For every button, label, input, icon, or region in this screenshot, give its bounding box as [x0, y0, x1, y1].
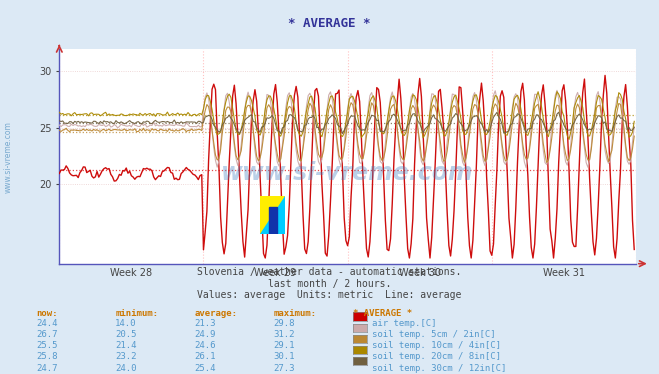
Text: 26.1: 26.1: [194, 352, 216, 361]
Text: last month / 2 hours.: last month / 2 hours.: [268, 279, 391, 289]
Text: 25.5: 25.5: [36, 341, 58, 350]
Text: 21.4: 21.4: [115, 341, 137, 350]
Text: www.si-vreme.com: www.si-vreme.com: [3, 121, 13, 193]
Text: 25.8: 25.8: [36, 352, 58, 361]
Text: Values: average  Units: metric  Line: average: Values: average Units: metric Line: aver…: [197, 290, 462, 300]
Text: 23.2: 23.2: [115, 352, 137, 361]
Text: soil temp. 10cm / 4in[C]: soil temp. 10cm / 4in[C]: [372, 341, 501, 350]
Text: now:: now:: [36, 309, 58, 318]
Text: maximum:: maximum:: [273, 309, 316, 318]
Text: 20.5: 20.5: [115, 330, 137, 339]
Text: 30.1: 30.1: [273, 352, 295, 361]
Text: 21.3: 21.3: [194, 319, 216, 328]
Text: 29.8: 29.8: [273, 319, 295, 328]
Text: www.si-vreme.com: www.si-vreme.com: [221, 161, 474, 186]
Text: 24.7: 24.7: [36, 364, 58, 373]
Text: soil temp. 5cm / 2in[C]: soil temp. 5cm / 2in[C]: [372, 330, 496, 339]
Text: 24.0: 24.0: [115, 364, 137, 373]
Text: average:: average:: [194, 309, 237, 318]
Text: * AVERAGE *: * AVERAGE *: [353, 309, 412, 318]
Polygon shape: [260, 196, 285, 234]
Polygon shape: [260, 196, 285, 234]
Text: soil temp. 30cm / 12in[C]: soil temp. 30cm / 12in[C]: [372, 364, 507, 373]
Text: 26.7: 26.7: [36, 330, 58, 339]
Text: 27.3: 27.3: [273, 364, 295, 373]
Text: * AVERAGE *: * AVERAGE *: [288, 17, 371, 30]
Text: air temp.[C]: air temp.[C]: [372, 319, 437, 328]
Text: 14.0: 14.0: [115, 319, 137, 328]
Text: 24.6: 24.6: [194, 341, 216, 350]
Text: soil temp. 20cm / 8in[C]: soil temp. 20cm / 8in[C]: [372, 352, 501, 361]
Text: 31.2: 31.2: [273, 330, 295, 339]
Text: Slovenia / weather data - automatic stations.: Slovenia / weather data - automatic stat…: [197, 267, 462, 278]
Polygon shape: [269, 207, 277, 234]
Text: 24.4: 24.4: [36, 319, 58, 328]
Text: 29.1: 29.1: [273, 341, 295, 350]
Text: 24.9: 24.9: [194, 330, 216, 339]
Text: 25.4: 25.4: [194, 364, 216, 373]
Text: minimum:: minimum:: [115, 309, 158, 318]
